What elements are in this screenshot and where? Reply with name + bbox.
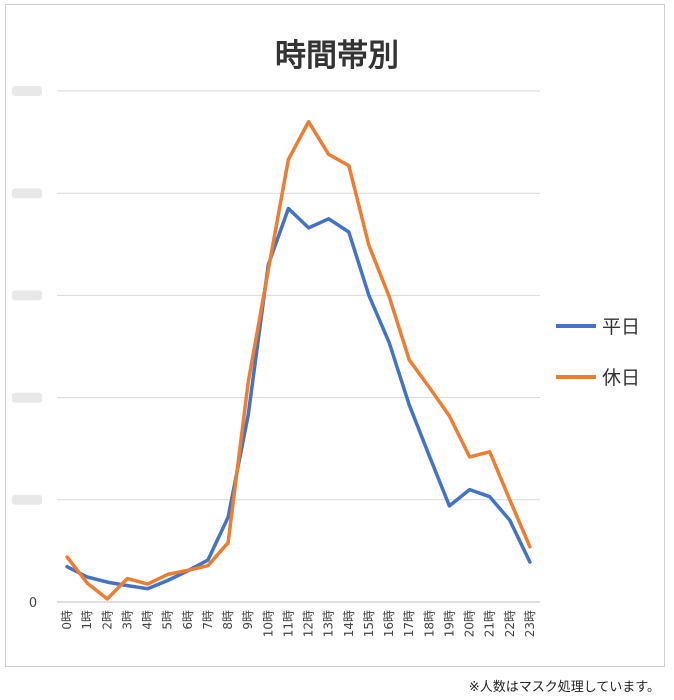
legend-label: 休日 bbox=[602, 367, 640, 389]
x-tick-label: 5時 bbox=[161, 610, 175, 630]
x-tick-label: 0時 bbox=[60, 610, 74, 630]
y-tick-mask bbox=[12, 86, 42, 96]
x-tick-label: 10時 bbox=[261, 610, 275, 637]
line-chart: 時間帯別 0 0時 1時 2時 3時 4時 5時 6時 7時 8時 9時 10時 11時 12時 13時 1… bbox=[12, 38, 640, 637]
x-tick-label: 16時 bbox=[382, 610, 396, 637]
gridlines bbox=[57, 90, 540, 603]
series-line-休日 bbox=[65, 119, 532, 601]
series-lines bbox=[65, 119, 532, 601]
footnote: ※人数はマスク処理しています。 bbox=[468, 680, 660, 695]
x-tick-label: 4時 bbox=[141, 610, 155, 630]
x-tick-label: 17時 bbox=[402, 610, 416, 637]
x-tick-label: 22時 bbox=[503, 610, 517, 637]
x-tick-label: 18時 bbox=[422, 610, 436, 637]
x-tick-label: 21時 bbox=[483, 610, 497, 637]
y-tick-mask bbox=[12, 494, 42, 505]
y-axis-ticks: 0 bbox=[12, 86, 42, 611]
y-tick-label: 0 bbox=[29, 596, 37, 611]
x-tick-label: 1時 bbox=[80, 610, 94, 630]
x-axis-ticks: 0時 1時 2時 3時 4時 5時 6時 7時 8時 9時 10時 11時 12時 13時 14時 15時 16… bbox=[60, 610, 537, 637]
x-tick-label: 7時 bbox=[201, 610, 215, 630]
x-tick-label: 9時 bbox=[241, 610, 255, 630]
y-tick-mask bbox=[12, 188, 42, 199]
x-tick-label: 12時 bbox=[302, 610, 316, 637]
x-tick-label: 8時 bbox=[221, 610, 235, 630]
x-tick-label: 11時 bbox=[281, 610, 295, 637]
x-tick-label: 2時 bbox=[100, 610, 114, 630]
series-line-平日 bbox=[65, 206, 532, 591]
x-tick-label: 19時 bbox=[442, 610, 456, 637]
x-tick-label: 13時 bbox=[322, 610, 336, 637]
x-tick-label: 14時 bbox=[342, 610, 356, 637]
legend-label: 平日 bbox=[602, 316, 640, 338]
x-tick-label: 23時 bbox=[523, 610, 537, 637]
x-tick-label: 3時 bbox=[120, 610, 134, 630]
chart-title: 時間帯別 bbox=[275, 38, 399, 74]
x-tick-label: 20時 bbox=[463, 610, 477, 637]
x-tick-label: 6時 bbox=[181, 610, 195, 630]
y-tick-mask bbox=[12, 290, 42, 301]
y-tick-mask bbox=[12, 392, 42, 403]
x-tick-label: 15時 bbox=[362, 610, 376, 637]
chart-frame bbox=[5, 4, 665, 667]
